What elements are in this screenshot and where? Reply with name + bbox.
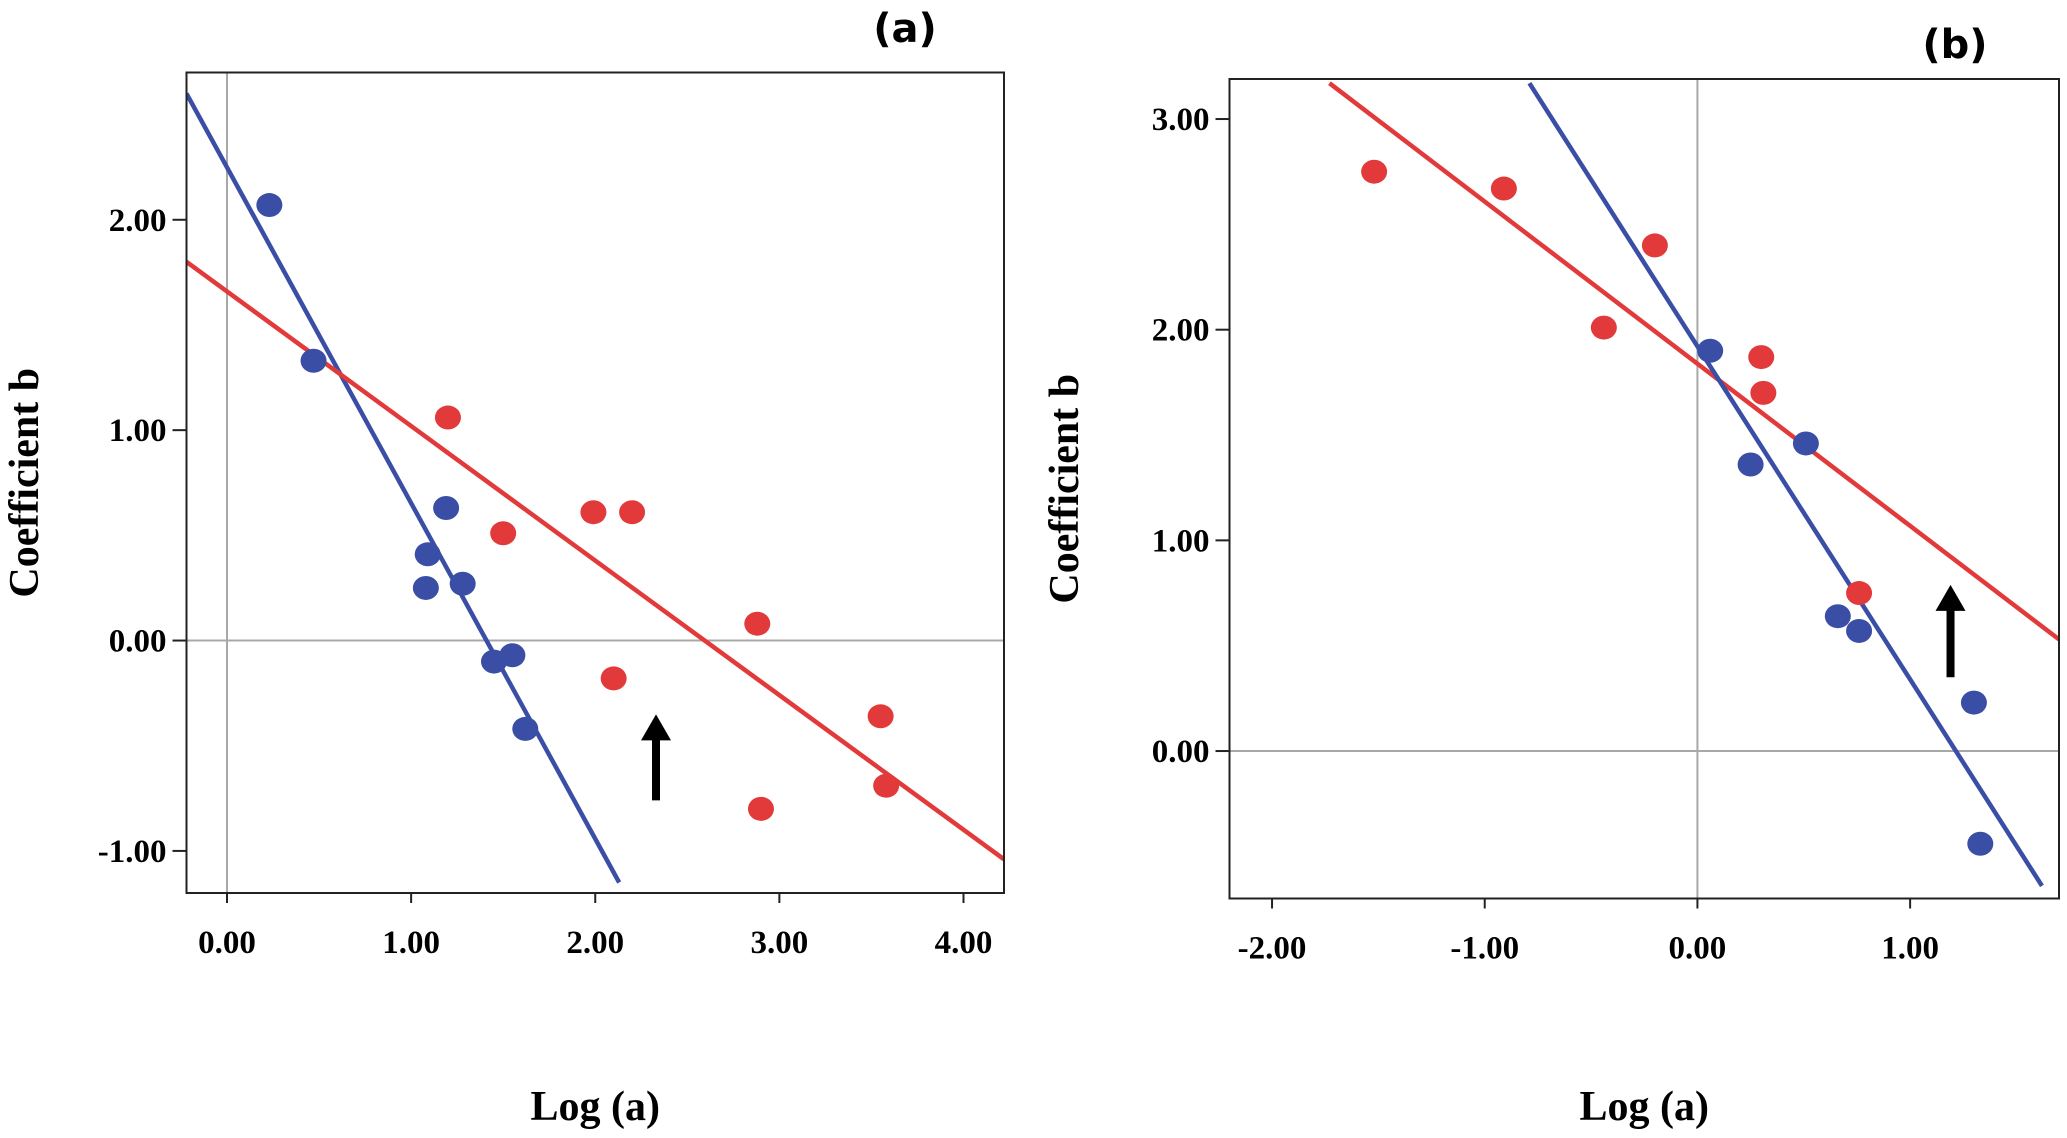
data-point-red [1846, 581, 1873, 606]
data-point-red [873, 773, 900, 798]
arrow-up-icon [641, 714, 672, 741]
x-tick-label: -1.00 [1450, 931, 1519, 967]
data-point-blue [499, 643, 526, 668]
y-tick-label: 2.00 [1152, 313, 1210, 349]
fit-line-red [1328, 81, 2059, 642]
data-point-red [580, 500, 607, 525]
data-point-blue [414, 542, 441, 567]
data-point-red [1361, 159, 1388, 184]
data-point-red [744, 611, 771, 636]
y-tick-label: 2.00 [109, 203, 167, 239]
x-tick-label: 3.00 [750, 925, 808, 961]
panel-label: (a) [873, 6, 937, 52]
plot-frame [185, 71, 1005, 894]
data-point-red [1641, 233, 1668, 258]
data-point-blue [412, 575, 439, 600]
x-tick-label: 0.00 [1669, 931, 1727, 967]
chart-panel-b: (b) -2.00 -1.00 0.00 1.00 0.00 1.00 2.00 3.00 Log… [1042, 22, 2060, 1130]
chart-panel-a: (a) 0.00 1.00 2.00 3.00 4.00 -1.00 0.00 1.00 2.00… [2, 6, 1005, 1130]
data-point-blue [1824, 604, 1851, 629]
x-axis-label: Log (a) [1580, 1084, 1710, 1130]
data-point-blue [1737, 452, 1764, 477]
data-point-red [434, 405, 461, 430]
data-point-red [1750, 380, 1777, 405]
data-point-red [600, 666, 627, 691]
data-point-blue [1967, 831, 1994, 856]
plot-area [1328, 81, 2059, 888]
data-point-red [747, 796, 774, 821]
y-tick-label: 1.00 [109, 413, 167, 449]
fit-line-blue [1527, 82, 2044, 888]
y-tick-label: 0.00 [1152, 734, 1210, 770]
data-point-red [490, 521, 517, 546]
x-axis-label: Log (a) [531, 1084, 661, 1130]
plot-area [186, 92, 1004, 884]
plot-frame [1228, 78, 2060, 900]
data-point-blue [300, 348, 327, 373]
y-axis-label: Coefficient b [2, 368, 48, 598]
data-point-red [1590, 315, 1617, 340]
data-point-blue [433, 495, 460, 520]
data-point-blue [1792, 431, 1819, 456]
panel-label: (b) [1922, 22, 1987, 68]
data-point-blue [1960, 690, 1987, 715]
x-tick-label: 1.00 [1881, 931, 1939, 967]
data-point-blue [512, 716, 539, 741]
data-point-blue [256, 193, 283, 218]
data-point-blue [1846, 618, 1873, 643]
data-point-red [1748, 345, 1775, 370]
data-point-red [619, 500, 646, 525]
x-tick-label: 1.00 [382, 925, 440, 961]
y-tick-label: 3.00 [1152, 102, 1210, 138]
fit-line-blue [186, 92, 622, 884]
y-tick-label: 1.00 [1152, 523, 1210, 559]
arrow-up-icon [1935, 584, 1966, 611]
y-tick-label: -1.00 [98, 834, 167, 870]
data-point-red [867, 704, 894, 729]
x-tick-label: 4.00 [935, 925, 993, 961]
data-point-red [1490, 176, 1517, 201]
x-tick-label: -2.00 [1238, 931, 1307, 967]
y-axis-label: Coefficient b [1042, 374, 1088, 604]
y-tick-label: 0.00 [109, 624, 167, 660]
data-point-blue [449, 571, 476, 596]
data-point-blue [1697, 338, 1724, 363]
x-tick-label: 0.00 [198, 925, 256, 961]
x-tick-label: 2.00 [566, 925, 624, 961]
